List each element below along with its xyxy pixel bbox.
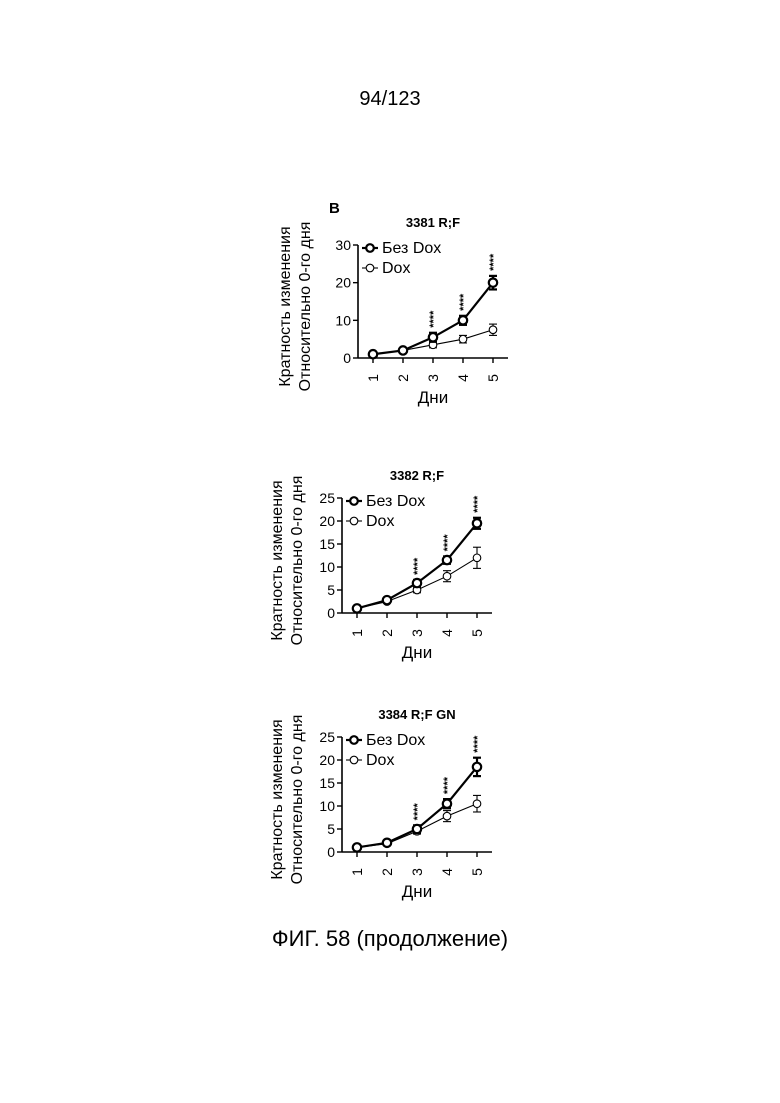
x-tick-label: 3 bbox=[425, 374, 441, 382]
data-point-bez-dox bbox=[443, 800, 451, 808]
data-point-dox bbox=[473, 554, 481, 562]
legend-marker bbox=[350, 497, 358, 505]
data-point-bez-dox bbox=[383, 839, 391, 847]
x-tick-label: 4 bbox=[455, 374, 471, 382]
data-point-bez-dox bbox=[473, 763, 481, 771]
x-tick-label: 2 bbox=[379, 629, 395, 637]
chart-title: 3381 R;F bbox=[406, 215, 460, 230]
significance-label: **** bbox=[472, 495, 484, 513]
x-axis-label: Дни bbox=[418, 388, 448, 407]
legend-marker bbox=[366, 244, 374, 252]
legend-label: Dox bbox=[366, 752, 394, 769]
x-axis-label: Дни bbox=[402, 643, 432, 662]
significance-label: **** bbox=[412, 557, 424, 575]
y-axis-label-line1: Кратность изменения bbox=[277, 226, 294, 386]
y-tick-label: 20 bbox=[319, 513, 335, 529]
y-tick-label: 5 bbox=[327, 821, 335, 837]
data-point-bez-dox bbox=[489, 278, 497, 286]
y-tick-label: 0 bbox=[327, 605, 335, 621]
y-tick-label: 20 bbox=[335, 275, 351, 291]
y-tick-label: 25 bbox=[319, 490, 335, 506]
legend-marker bbox=[350, 517, 358, 525]
x-tick-label: 1 bbox=[349, 629, 365, 637]
data-point-bez-dox bbox=[353, 604, 361, 612]
chart-3382: 3382 R;F 0 5 10 15 20 25 1 2 3 4 5 Дни Кратность изме… bbox=[262, 460, 512, 670]
data-point-bez-dox bbox=[369, 350, 377, 358]
data-point-bez-dox bbox=[383, 596, 391, 604]
legend-marker bbox=[366, 264, 374, 272]
data-point-bez-dox bbox=[399, 346, 407, 354]
x-tick-label: 2 bbox=[395, 374, 411, 382]
data-point-dox bbox=[459, 335, 467, 343]
legend-label: Без Dox bbox=[382, 240, 441, 257]
significance-label: **** bbox=[472, 735, 484, 753]
y-tick-label: 30 bbox=[335, 237, 351, 253]
data-point-bez-dox bbox=[473, 519, 481, 527]
significance-label: **** bbox=[412, 802, 424, 820]
chart-3381: 3381 R;F 0 10 20 30 1 2 3 4 5 Дни Кратность изменен… bbox=[270, 200, 520, 415]
data-point-bez-dox bbox=[353, 843, 361, 851]
legend-label: Dox bbox=[366, 513, 394, 530]
significance-label: **** bbox=[488, 253, 500, 271]
x-tick-label: 4 bbox=[439, 629, 455, 637]
x-tick-label: 1 bbox=[365, 374, 381, 382]
data-point-bez-dox bbox=[429, 333, 437, 341]
y-axis-label-line1: Кратность изменения bbox=[269, 480, 286, 640]
y-axis-label-line1: Кратность изменения bbox=[269, 719, 286, 879]
data-point-dox bbox=[443, 572, 451, 580]
significance-label: **** bbox=[442, 776, 454, 794]
x-tick-label: 1 bbox=[349, 868, 365, 876]
legend-marker bbox=[350, 736, 358, 744]
chart-3384: 3384 R;F GN 0 5 10 15 20 25 1 2 3 4 5 Дни Кратность и… bbox=[262, 702, 512, 912]
y-axis-label-line2: Относительно 0-го дня bbox=[289, 715, 306, 885]
data-point-bez-dox bbox=[459, 316, 467, 324]
page-number: 94/123 bbox=[0, 88, 780, 111]
y-axis-label-line2: Относительно 0-го дня bbox=[297, 222, 314, 392]
chart-title: 3384 R;F GN bbox=[378, 707, 455, 722]
data-point-bez-dox bbox=[443, 556, 451, 564]
x-tick-label: 5 bbox=[485, 374, 501, 382]
y-tick-label: 0 bbox=[327, 844, 335, 860]
data-point-dox bbox=[473, 800, 481, 808]
x-tick-label: 3 bbox=[409, 868, 425, 876]
x-tick-label: 5 bbox=[469, 868, 485, 876]
data-point-dox bbox=[489, 326, 497, 334]
significance-label: **** bbox=[458, 293, 470, 311]
significance-label: **** bbox=[442, 534, 454, 552]
x-tick-label: 3 bbox=[409, 629, 425, 637]
legend-marker bbox=[350, 756, 358, 764]
y-axis-label-line2: Относительно 0-го дня bbox=[289, 476, 306, 646]
data-point-bez-dox bbox=[413, 825, 421, 833]
y-tick-label: 10 bbox=[319, 559, 335, 575]
y-tick-label: 5 bbox=[327, 582, 335, 598]
data-point-bez-dox bbox=[413, 579, 421, 587]
y-tick-label: 0 bbox=[343, 350, 351, 366]
data-point-dox bbox=[443, 812, 451, 820]
y-tick-label: 10 bbox=[319, 798, 335, 814]
figure-caption: ФИГ. 58 (продолжение) bbox=[0, 926, 780, 952]
y-tick-label: 15 bbox=[319, 775, 335, 791]
legend-label: Без Dox bbox=[366, 732, 425, 749]
significance-label: **** bbox=[428, 310, 440, 328]
x-tick-label: 5 bbox=[469, 629, 485, 637]
x-tick-label: 2 bbox=[379, 868, 395, 876]
chart-title: 3382 R;F bbox=[390, 468, 444, 483]
legend-label: Dox bbox=[382, 260, 410, 277]
x-axis-label: Дни bbox=[402, 882, 432, 901]
y-tick-label: 20 bbox=[319, 752, 335, 768]
legend-label: Без Dox bbox=[366, 493, 425, 510]
y-tick-label: 25 bbox=[319, 729, 335, 745]
x-tick-label: 4 bbox=[439, 868, 455, 876]
y-tick-label: 15 bbox=[319, 536, 335, 552]
y-tick-label: 10 bbox=[335, 312, 351, 328]
